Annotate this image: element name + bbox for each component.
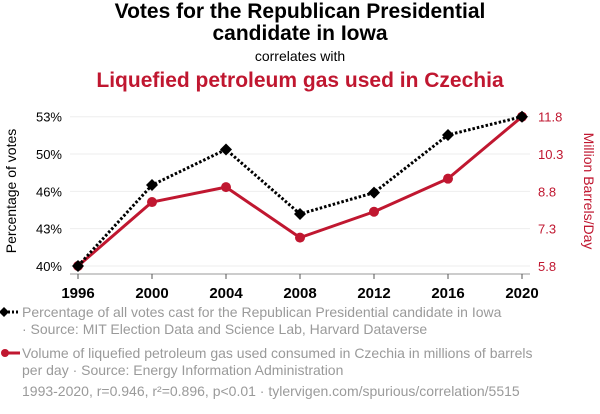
legend-text-line-1: Volume of liquefied petroleum gas used c… (22, 345, 533, 361)
data-point-votes (516, 110, 528, 123)
data-point-votes (72, 260, 84, 272)
legend-text-line-2: per day · Source: Energy Information Adm… (22, 362, 344, 378)
chart-title: Votes for the Republican Presidential ca… (0, 1, 600, 45)
title-line-1: Votes for the Republican Presidential (114, 0, 486, 23)
data-point-lpg (221, 182, 231, 193)
connector-text: correlates with (254, 48, 346, 64)
left-tick-label: 46% (36, 184, 62, 199)
data-point-lpg (369, 206, 379, 217)
x-tick-label: 2004 (209, 285, 243, 300)
x-tick-label: 1996 (61, 285, 94, 300)
legend-item-lpg: Volume of liquefied petroleum gas used c… (0, 345, 600, 379)
data-point-lpg (443, 173, 453, 184)
data-point-votes (146, 179, 158, 192)
chart-subtitle: Liquefied petroleum gas used in Czechia (96, 69, 504, 92)
left-tick-label: 40% (36, 259, 62, 274)
x-tick-label: 2020 (505, 285, 538, 300)
left-axis-label: Percentage of votes (3, 129, 19, 254)
footer-stats: 1993-2020, r=0.946, r²=0.896, p<0.01 · t… (22, 383, 520, 399)
right-tick-label: 11.8 (538, 110, 562, 125)
series-republican-votes-iowa (72, 110, 528, 272)
data-point-votes (220, 143, 232, 156)
x-tick-label: 2012 (357, 285, 390, 300)
right-axis-ticks: 5.8 7.3 8.8 10.3 11.8 (538, 110, 563, 274)
right-tick-label: 10.3 (538, 147, 563, 162)
legend-swatch-dotted-diamond-icon (0, 307, 20, 317)
x-axis-ticks: 1996 2000 2004 2008 2012 2016 2020 (61, 274, 539, 300)
x-tick-label: 2016 (431, 285, 464, 300)
left-tick-label: 43% (36, 222, 62, 237)
data-point-votes (294, 207, 306, 220)
gridlines (70, 116, 530, 267)
data-point-lpg (295, 232, 305, 243)
data-point-votes (442, 128, 454, 141)
left-tick-label: 53% (36, 110, 62, 125)
data-point-votes (368, 186, 380, 199)
left-tick-label: 50% (36, 147, 62, 162)
chart-plot: 40% 43% 46% 50% 53% 5.8 7.3 8.8 10.3 11.8 1996 20… (3, 110, 597, 300)
legend-item-votes: Percentage of all votes cast for the Rep… (0, 304, 600, 338)
legend-text-line-1: Percentage of all votes cast for the Rep… (22, 304, 502, 320)
right-tick-label: 8.8 (538, 184, 556, 199)
right-axis-label: Million Barrels/Day (581, 133, 597, 250)
left-axis-ticks: 40% 43% 46% 50% 53% (36, 110, 62, 274)
right-tick-label: 7.3 (538, 222, 556, 237)
data-point-lpg (147, 197, 157, 208)
legend-text-line-2: · Source: MIT Election Data and Science … (22, 321, 428, 337)
right-tick-label: 5.8 (538, 259, 556, 274)
x-tick-label: 2000 (135, 285, 168, 300)
x-tick-label: 2008 (283, 285, 316, 300)
title-line-2: candidate in Iowa (212, 22, 388, 45)
legend-swatch-line-circle-icon (1, 349, 20, 357)
